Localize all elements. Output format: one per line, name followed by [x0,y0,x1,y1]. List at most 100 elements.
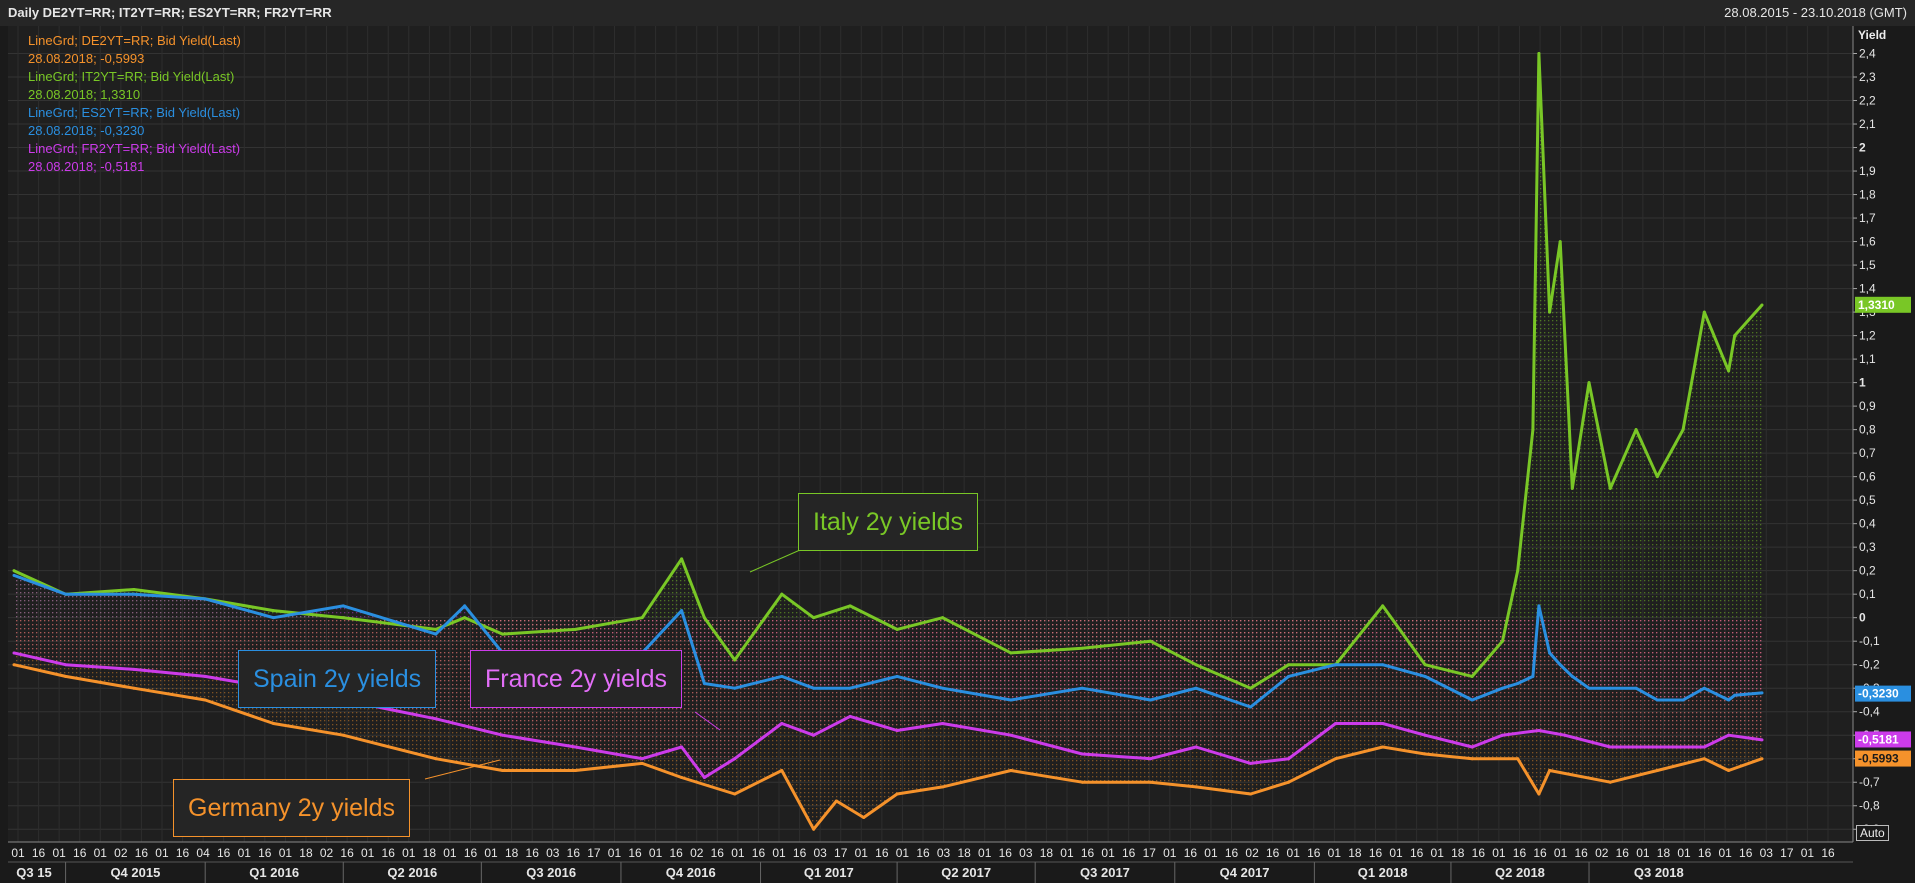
x-day-tick-label: 16 [382,846,396,860]
y-tick-label: 0,4 [1859,517,1876,531]
y-tick-label: 2,4 [1859,47,1876,61]
data-point-it [271,609,275,613]
x-day-tick-label: 01 [1801,846,1815,860]
x-day-tick-label: 16 [1081,846,1095,860]
x-day-tick-label: 01 [1204,846,1218,860]
y-tick-label: 2,2 [1859,94,1876,108]
data-point-it [1760,303,1764,307]
series-lines [12,52,1764,831]
x-quarter-tick-label: Q4 2015 [110,865,160,880]
data-point-fr [702,776,706,780]
x-day-tick-label: 16 [999,846,1013,860]
x-day-tick-label: 16 [1472,846,1486,860]
data-point-es [1009,698,1013,702]
x-day-tick-label: 16 [752,846,766,860]
data-point-de [1009,768,1013,772]
data-point-es [12,573,16,577]
x-day-tick-label: 01 [731,846,745,860]
x-quarter-tick-label: Q3 2018 [1634,865,1684,880]
data-point-es [1287,674,1291,678]
x-day-tick-label: 01 [279,846,293,860]
legend-es-line2: 28.08.2018; -0,3230 [28,123,145,138]
x-day-tick-label: 01 [402,846,416,860]
data-point-de [733,792,737,796]
last-value-tag-label: -0,3230 [1858,687,1899,701]
data-point-fr [64,663,68,667]
yield-chart[interactable]: Yield 2,42,32,22,121,91,81,71,61,51,41,3… [0,26,1915,883]
data-point-es [1080,686,1084,690]
x-day-tick-label: 16 [1225,846,1239,860]
x-day-tick-label: 04 [196,846,210,860]
data-point-it [573,627,577,631]
x-quarter-tick-label: Q3 15 [16,865,51,880]
data-point-es [1149,698,1153,702]
x-day-tick-label: 16 [1122,846,1136,860]
data-point-it [812,616,816,620]
data-point-it [848,604,852,608]
data-point-es [1501,686,1505,690]
data-point-es [780,674,784,678]
data-point-fr [1563,733,1567,737]
x-day-tick-label: 16 [916,846,930,860]
data-point-es [271,616,275,620]
data-point-fr [680,745,684,749]
x-day-tick-label: 16 [176,846,190,860]
last-value-tags: 1,3310 -0,3230 -0,5181 -0,5993 [1855,296,1911,767]
y-tick-label: -0,8 [1859,799,1880,813]
data-point-fr [573,745,577,749]
germany-annotation: Germany 2y yields [173,779,411,837]
data-point-de [1381,745,1385,749]
data-point-es [1733,693,1737,697]
y-tick-label: -0,4 [1859,705,1880,719]
legend-entry-it: LineGrd; IT2YT=RR; Bid Yield(Last) 28.08.… [28,68,241,104]
data-point-es [1727,698,1731,702]
legend-entry-es: LineGrd; ES2YT=RR; Bid Yield(Last) 28.08.… [28,104,241,140]
data-point-es [941,686,945,690]
y-tick-label: 0,1 [1859,587,1876,601]
x-day-tick-label: 01 [484,846,498,860]
data-point-fr [12,651,16,655]
x-day-tick-label: 16 [628,846,642,860]
data-point-fr [1009,733,1013,737]
y-axis: Yield 2,42,32,22,121,91,81,71,61,51,41,3… [1852,26,1886,842]
data-point-fr [1149,757,1153,761]
data-point-es [1334,663,1338,667]
germany-connector [424,759,501,780]
data-point-it [941,616,945,620]
data-point-es [1194,686,1198,690]
data-point-fr [1381,721,1385,725]
data-point-es [1570,674,1574,678]
data-point-it [1587,381,1591,385]
data-point-it [1634,428,1638,432]
auto-scale-button[interactable]: Auto [1856,825,1889,841]
x-day-tick-label: 01 [649,846,663,860]
x-day-tick-label: 16 [1513,846,1527,860]
x-day-tick-label: 16 [875,846,889,860]
x-day-tick-label: 01 [855,846,869,860]
data-point-de [64,674,68,678]
y-tick-label: 2 [1859,141,1866,155]
data-point-es [1702,686,1706,690]
data-point-de [1655,768,1659,772]
data-point-it [1531,428,1535,432]
data-point-fr [1287,757,1291,761]
data-point-de [895,792,899,796]
data-point-fr [812,733,816,737]
y-tick-label: 1,5 [1859,258,1876,272]
data-point-de [501,768,505,772]
data-point-es [1634,686,1638,690]
x-day-tick-label: 16 [711,846,725,860]
x-quarter-tick-label: Q2 2017 [941,865,991,880]
data-point-es [203,597,207,601]
data-point-fr [1655,745,1659,749]
data-point-de [834,799,838,803]
last-value-tag-de: -0,5993 [1855,750,1911,767]
data-point-it [1381,604,1385,608]
data-point-es [341,604,345,608]
data-point-it [501,632,505,636]
x-day-tick-label: 01 [1287,846,1301,860]
legend-fr-line2: 28.08.2018; -0,5181 [28,159,145,174]
data-point-es [812,686,816,690]
series-fill-de [14,617,1762,830]
x-day-tick-label: 18 [505,846,519,860]
